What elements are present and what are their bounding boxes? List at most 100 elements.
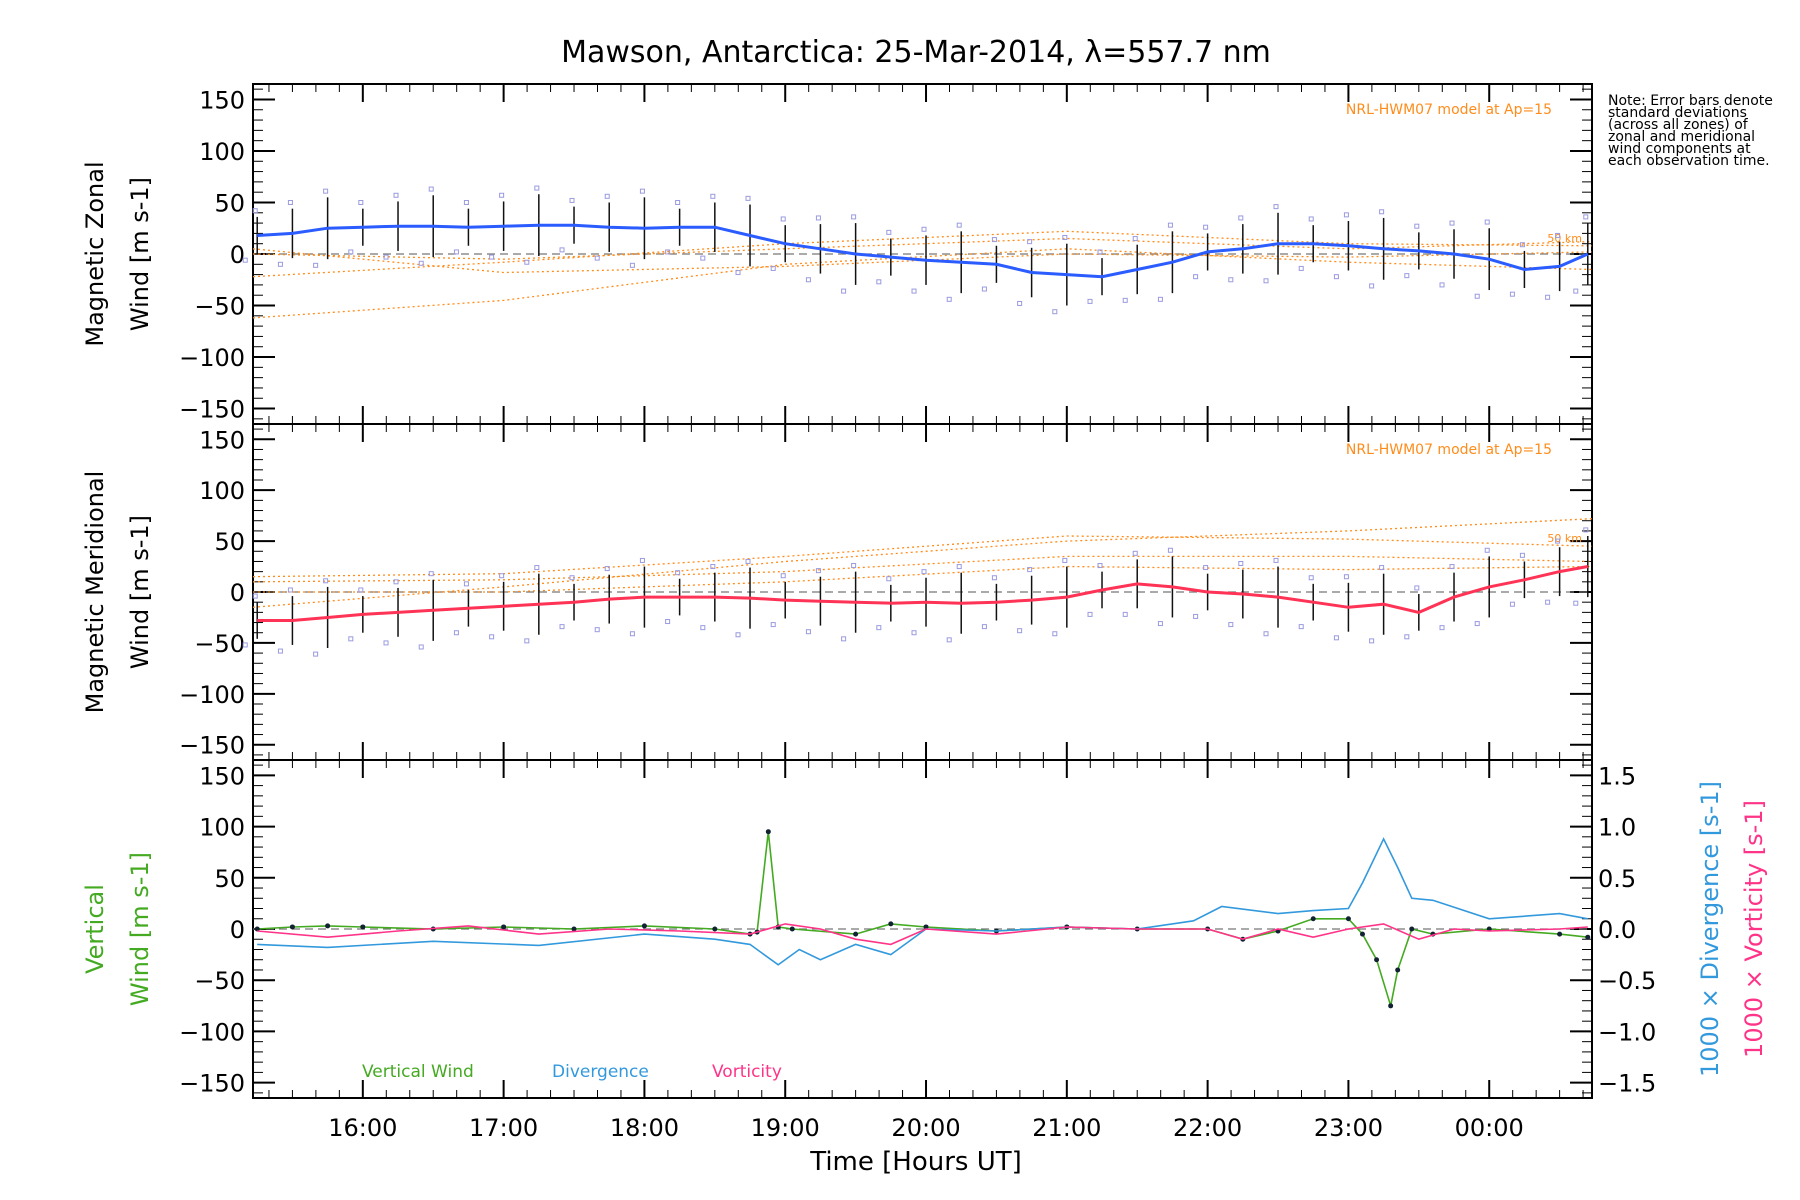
vertical-wind-point (571, 926, 577, 932)
zone-point (1203, 224, 1209, 230)
zone-point (277, 648, 283, 654)
zone-point (1132, 236, 1138, 242)
y2-axis-label-divergence: 1000 × Divergence [s-1] (1696, 781, 1724, 1077)
zone-point (1414, 585, 1420, 591)
zone-point (629, 262, 635, 268)
y-tick-label: 0 (230, 579, 245, 607)
zone-point (1132, 550, 1138, 556)
zone-point (1193, 274, 1199, 280)
zone-point (1157, 296, 1163, 302)
zone-point (1193, 613, 1199, 619)
zone-point (1308, 575, 1314, 581)
zone-point (428, 571, 434, 577)
zone-point (1583, 214, 1589, 220)
error-bar-note: Note: Error bars denote standard deviati… (1608, 93, 1773, 169)
zone-point (1379, 565, 1385, 571)
y-axis-label: Vertical (81, 884, 109, 974)
zone-point (911, 288, 917, 294)
zone-point (1062, 235, 1068, 241)
y-axis-label-units: Wind [m s-1] (126, 515, 154, 669)
zone-point (453, 249, 459, 255)
zone-point (735, 632, 741, 638)
vertical-wind-point (1395, 967, 1401, 973)
series-line-vertical-wind (257, 831, 1588, 1007)
y2-tick-label: 0.5 (1598, 865, 1636, 893)
vertical-wind-point (254, 926, 260, 932)
model-curve (253, 565, 1593, 593)
y-tick-label: −50 (194, 293, 245, 321)
zone-point (1439, 282, 1445, 288)
zone-point (1238, 215, 1244, 221)
zone-point (524, 638, 530, 644)
zone-point (242, 642, 248, 648)
zone-point (277, 261, 283, 267)
zone-point (1414, 223, 1420, 229)
zone-point (911, 630, 917, 636)
model-altitude-label: 50 km (1547, 232, 1582, 245)
zone-point (665, 619, 671, 625)
zone-point (569, 197, 575, 203)
zone-point (1439, 625, 1445, 631)
zone-point (1379, 209, 1385, 215)
zone-point (418, 260, 424, 266)
zone-point (604, 193, 610, 199)
zone-point (1555, 538, 1561, 544)
zone-point (805, 629, 811, 635)
zone-point (1404, 273, 1410, 279)
y-tick-label: 50 (214, 528, 245, 556)
zone-point (1449, 220, 1455, 226)
zone-point (313, 651, 319, 657)
zone-point (499, 573, 505, 579)
zone-point (921, 226, 927, 232)
zone-point (639, 557, 645, 563)
x-tick-label: 16:00 (328, 1114, 397, 1142)
vertical-wind-point (1310, 916, 1316, 922)
zone-point (1343, 574, 1349, 580)
zone-point (383, 254, 389, 260)
model-curve (252, 518, 1593, 608)
vertical-wind-point (712, 926, 718, 932)
zone-point (1097, 563, 1103, 569)
zone-point (1062, 557, 1068, 563)
y-tick-label: 50 (214, 865, 245, 893)
zone-point (1298, 624, 1304, 630)
zone-point (524, 259, 530, 265)
zone-point (1122, 611, 1128, 617)
zone-point (710, 564, 716, 570)
x-tick-label: 19:00 (751, 1114, 820, 1142)
zone-point (770, 265, 776, 271)
zone-point (981, 624, 987, 630)
zone-point (815, 215, 821, 221)
zone-point (1228, 622, 1234, 628)
zone-point (946, 637, 952, 643)
x-tick-label: 23:00 (1314, 1114, 1383, 1142)
zone-point (1238, 560, 1244, 566)
zone-point (780, 216, 786, 222)
y-tick-label: −50 (194, 967, 245, 995)
zone-point (1545, 294, 1551, 300)
zone-point (1228, 277, 1234, 283)
zone-point (1573, 288, 1579, 294)
vertical-wind-point (1345, 916, 1351, 922)
zone-point (1167, 547, 1173, 553)
y-tick-label: 0 (230, 241, 245, 269)
zone-point (1369, 283, 1375, 289)
vertical-wind-point (289, 924, 295, 930)
vertical-wind-point (1585, 934, 1591, 940)
zone-point (358, 199, 364, 205)
zone-point (393, 192, 399, 198)
zone-point (313, 262, 319, 268)
zone-point (1263, 631, 1269, 637)
zone-point (594, 255, 600, 261)
zone-point (1017, 300, 1023, 306)
zone-point (745, 558, 751, 564)
zone-point (358, 587, 364, 593)
zone-point (1555, 232, 1561, 238)
zone-point (348, 249, 354, 255)
vertical-wind-point (1388, 1003, 1394, 1009)
zone-point (559, 624, 565, 630)
zone-point (1087, 298, 1093, 304)
vertical-wind-point (641, 923, 647, 929)
zone-point (815, 568, 821, 574)
vertical-wind-point (1409, 926, 1415, 932)
